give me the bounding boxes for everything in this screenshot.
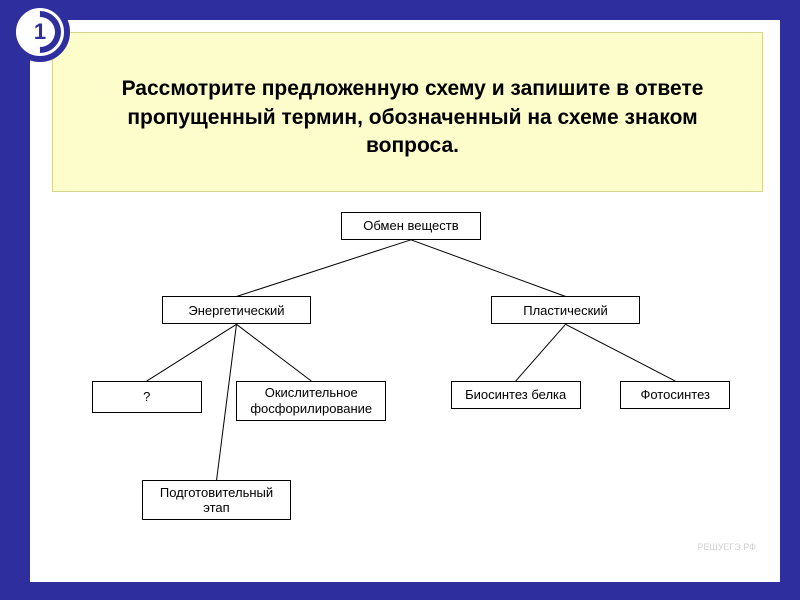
question-text: Рассмотрите предложенную схему и запишит…: [103, 75, 722, 160]
diagram-edge: [236, 324, 311, 381]
content-panel: Рассмотрите предложенную схему и запишит…: [30, 20, 780, 582]
diagram-node-oxphos: Окислительное фосфорилирование: [236, 381, 386, 421]
diagram-edge: [236, 240, 411, 297]
diagram-edge: [516, 324, 566, 381]
diagram-node-bio: Биосинтез белка: [451, 381, 581, 409]
diagram-edge: [217, 324, 237, 480]
diagram-edge: [411, 240, 566, 297]
slide-frame: Рассмотрите предложенную схему и запишит…: [0, 0, 800, 600]
diagram-node-root: Обмен веществ: [341, 212, 481, 240]
diagram-node-photo: Фотосинтез: [620, 381, 730, 409]
slide-number-badge: 1: [10, 2, 70, 62]
diagram-area: РЕШУЕГЭ.РФ Обмен веществ Энергетический Пл…: [42, 202, 768, 570]
slide-number: 1: [34, 19, 46, 45]
diagram-edge: [147, 324, 237, 381]
watermark: РЕШУЕГЭ.РФ: [697, 542, 756, 552]
diagram-node-energ: Энергетический: [162, 296, 312, 324]
diagram-node-prep: Подготовительный этап: [142, 480, 292, 520]
diagram-node-q: ?: [92, 381, 202, 413]
diagram-edge: [566, 324, 676, 381]
question-box: Рассмотрите предложенную схему и запишит…: [52, 32, 763, 192]
diagram-node-plast: Пластический: [491, 296, 641, 324]
